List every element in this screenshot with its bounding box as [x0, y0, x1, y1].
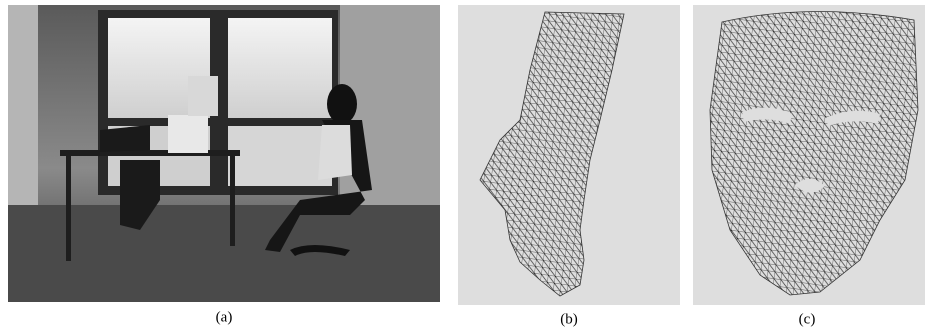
photo-room: [8, 5, 440, 302]
caption: (b): [560, 311, 578, 327]
caption: (c): [799, 311, 816, 327]
caption: (a): [216, 309, 233, 325]
mesh-frontal: [693, 5, 925, 305]
mesh-profile: [458, 5, 680, 305]
figure: (a) (b) (c): [0, 0, 934, 329]
